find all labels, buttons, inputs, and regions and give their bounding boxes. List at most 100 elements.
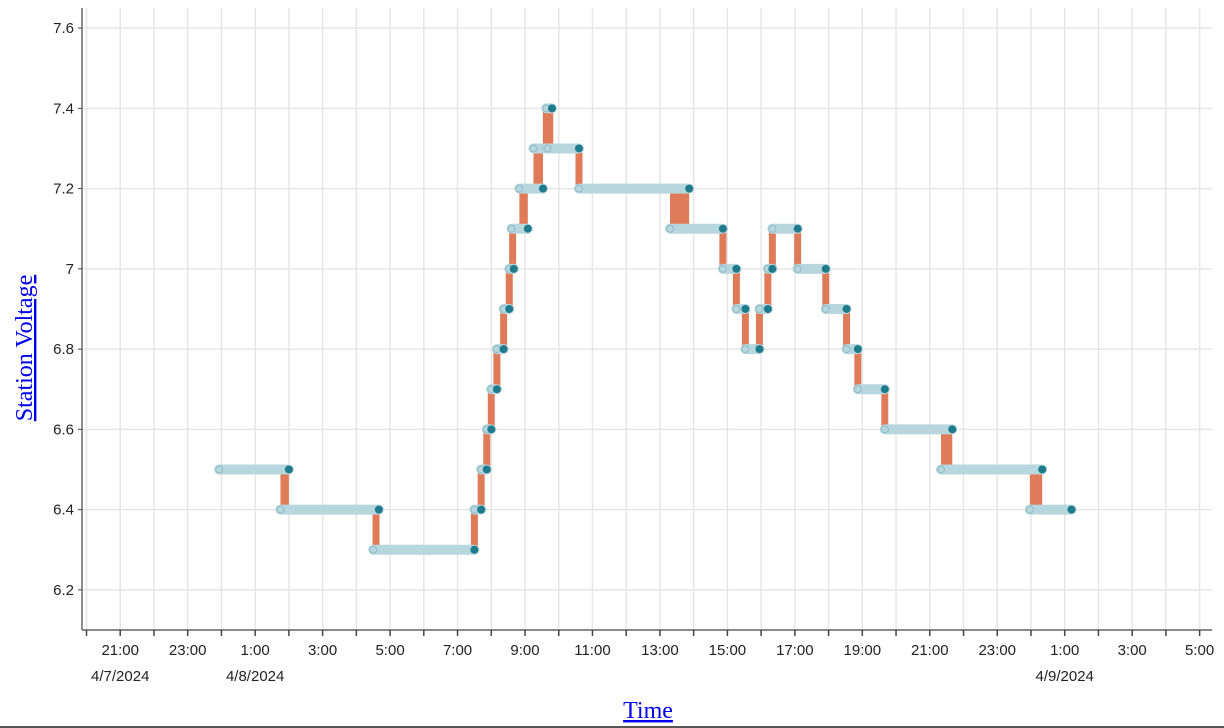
x-tick-label: 19:00: [844, 642, 882, 659]
plateau-end-point: [470, 545, 479, 554]
x-tick-label: 1:00: [1050, 642, 1079, 659]
plateau-end-point: [492, 385, 501, 394]
plateau-segment: [754, 303, 773, 314]
y-tick-label: 7: [66, 261, 74, 278]
x-axis-title[interactable]: Time: [623, 698, 673, 724]
transition-bar: [941, 429, 953, 470]
plateau-segment: [573, 183, 695, 194]
plateau-segment: [1024, 504, 1077, 515]
transition-bar: [881, 389, 889, 430]
y-tick-label: 6.6: [53, 421, 74, 438]
plateau-segment: [879, 424, 958, 435]
x-tick-date-label: 4/7/2024: [91, 668, 149, 685]
plateau-start-point: [821, 304, 830, 313]
plateau-segment: [476, 464, 492, 475]
transition-bar: [546, 108, 554, 149]
plateau-start-point: [215, 465, 224, 474]
axes: [78, 8, 1212, 636]
transition-bar: [505, 268, 513, 309]
x-tick-label: 21:00: [911, 642, 949, 659]
plateau-end-point: [477, 505, 486, 514]
plateau-segment: [731, 303, 751, 314]
x-tick-label: 21:00: [101, 642, 139, 659]
plateau-end-point: [793, 224, 802, 233]
plateau-end-point: [284, 465, 293, 474]
plateau-end-point: [755, 345, 764, 354]
plateau-start-point: [718, 264, 727, 273]
x-tick-label: 3:00: [308, 642, 337, 659]
plateau-segment: [762, 263, 778, 274]
plateau-end-point: [741, 304, 750, 313]
x-tick-label: 5:00: [375, 642, 404, 659]
plateau-segment: [740, 344, 765, 355]
transition-bar: [533, 148, 543, 189]
plateau-end-point: [374, 505, 383, 514]
plateau-end-point: [763, 304, 772, 313]
plateau-end-point: [685, 184, 694, 193]
y-tick-label: 6.2: [53, 582, 74, 599]
plateau-start-point: [666, 224, 675, 233]
plateau-segment: [486, 384, 502, 395]
plateau-end-point: [505, 304, 514, 313]
plateau-end-point: [718, 224, 727, 233]
transition-bar: [509, 228, 517, 269]
transition-bar: [854, 349, 862, 390]
transition-bar: [493, 349, 501, 390]
plateau-end-point: [523, 224, 532, 233]
plateau-start-point: [937, 465, 946, 474]
plateau-segment: [541, 103, 557, 114]
plateau-start-point: [793, 264, 802, 273]
series-plateaus: [214, 103, 1077, 555]
plateau-segment: [665, 223, 728, 234]
transition-bar: [519, 188, 528, 229]
transition-bar: [768, 228, 776, 269]
plateau-segment: [936, 464, 1048, 475]
plateau-start-point: [529, 144, 538, 153]
transition-bar: [487, 389, 495, 430]
plateau-start-point: [369, 545, 378, 554]
plateau-end-point: [732, 264, 741, 273]
x-tick-label: 1:00: [241, 642, 270, 659]
transition-bar: [764, 268, 772, 309]
plateau-end-point: [499, 345, 508, 354]
plateau-start-point: [276, 505, 285, 514]
plateau-start-point: [507, 224, 516, 233]
transition-bar: [732, 268, 740, 309]
x-tick-label: 5:00: [1185, 642, 1214, 659]
grid-lines: [82, 8, 1212, 630]
plateau-end-point: [821, 264, 830, 273]
transition-bar: [575, 148, 583, 189]
y-axis-title[interactable]: Station Voltage: [12, 275, 38, 421]
y-tick-label: 6.4: [53, 502, 74, 519]
plateau-end-point: [853, 345, 862, 354]
plateau-end-point: [538, 184, 547, 193]
plateau-end-point: [1067, 505, 1076, 514]
x-tick-label: 17:00: [776, 642, 814, 659]
transition-bar: [822, 268, 830, 309]
transition-bar: [280, 469, 289, 510]
plateau-segment: [717, 263, 742, 274]
plateau-end-point: [547, 104, 556, 113]
transition-bar: [719, 228, 727, 269]
transition-bars: [280, 108, 1043, 550]
y-tick-label: 7.2: [53, 181, 74, 198]
transition-bar: [477, 469, 485, 510]
plateau-start-point: [574, 184, 583, 193]
transition-bar: [794, 228, 802, 269]
transition-bar: [372, 509, 380, 550]
x-tick-label: 23:00: [169, 642, 207, 659]
plateau-segment: [514, 183, 548, 194]
plateau-segment: [469, 504, 487, 515]
plateau-segment: [792, 263, 831, 274]
plateau-start-point: [515, 184, 524, 193]
transition-bar: [470, 509, 478, 550]
plateau-segment: [481, 424, 497, 435]
plateau-end-point: [482, 465, 491, 474]
x-tick-label: 9:00: [510, 642, 539, 659]
y-tick-label: 7.6: [53, 20, 74, 37]
plateau-segment: [368, 544, 480, 555]
plateau-end-point: [842, 304, 851, 313]
plateau-start-point: [853, 385, 862, 394]
transition-bar: [1029, 469, 1043, 510]
